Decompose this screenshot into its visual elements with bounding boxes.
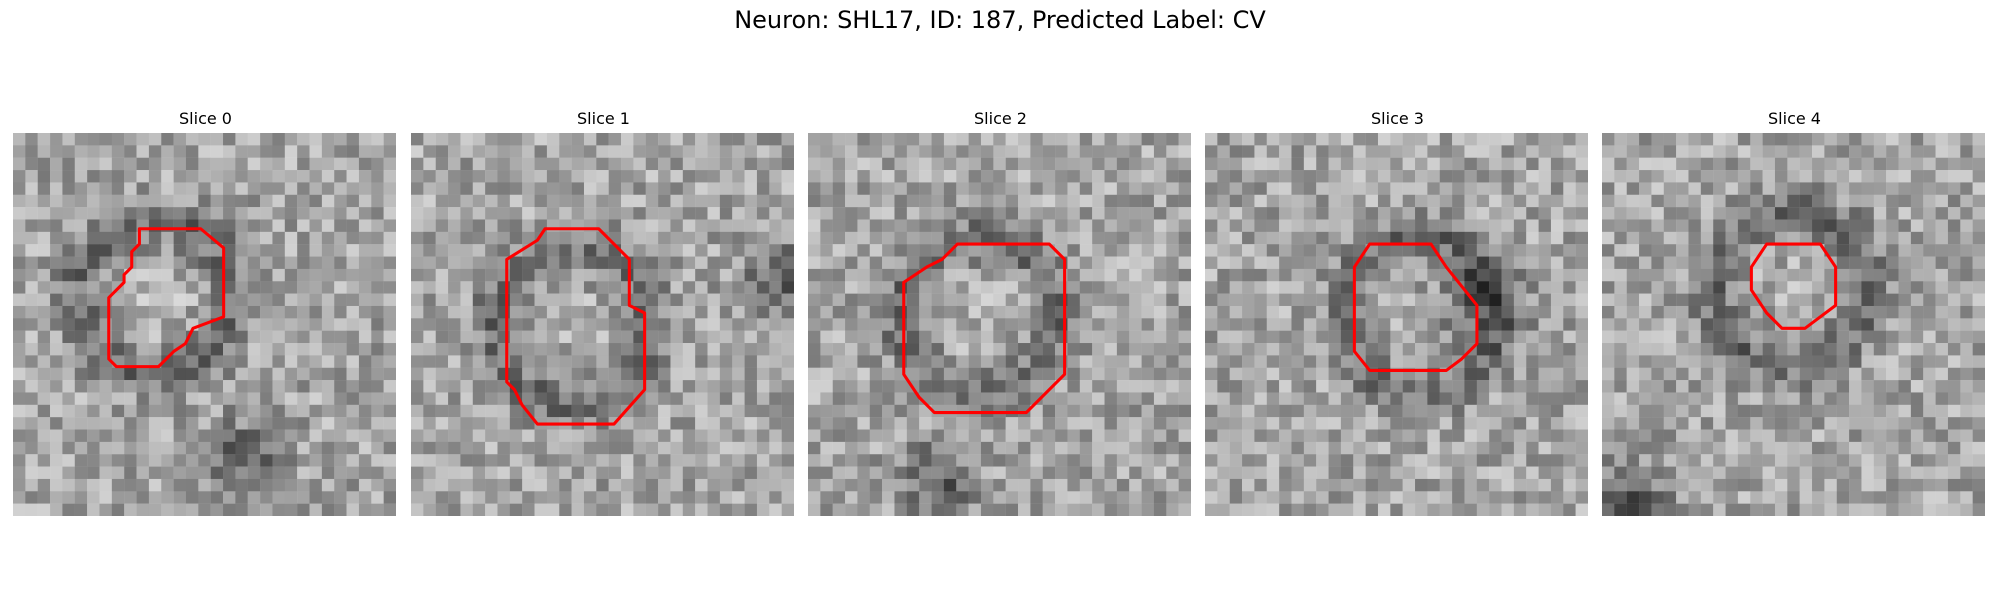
roi-contour	[1352, 242, 1479, 372]
pixel-texture	[808, 133, 1191, 516]
figure-title: Neuron: SHL17, ID: 187, Predicted Label:…	[734, 6, 1266, 34]
slice-panel-2: Slice 2	[808, 108, 1193, 516]
pixel-texture	[411, 133, 794, 516]
slice-panel-0: Slice 0	[13, 108, 398, 516]
slice-image-2	[808, 133, 1191, 516]
slice-image-1	[411, 133, 794, 516]
slice-title-2: Slice 2	[974, 109, 1027, 128]
slice-title-0: Slice 0	[179, 109, 232, 128]
pixel-texture	[1602, 133, 1985, 516]
slice-image-4	[1602, 133, 1985, 516]
pixel-texture	[1205, 133, 1588, 516]
slice-image-0	[13, 133, 396, 516]
slice-title-4: Slice 4	[1768, 109, 1821, 128]
roi-contour	[505, 227, 647, 426]
slice-title-3: Slice 3	[1371, 109, 1424, 128]
slice-panel-4: Slice 4	[1602, 108, 1987, 516]
roi-contour	[1749, 242, 1838, 330]
roi-contour	[107, 227, 226, 369]
slice-panel-3: Slice 3	[1205, 108, 1590, 516]
slice-panel-1: Slice 1	[411, 108, 796, 516]
slice-image-3	[1205, 133, 1588, 516]
roi-contour	[902, 242, 1067, 415]
slice-title-1: Slice 1	[577, 109, 630, 128]
pixel-texture	[13, 133, 396, 516]
